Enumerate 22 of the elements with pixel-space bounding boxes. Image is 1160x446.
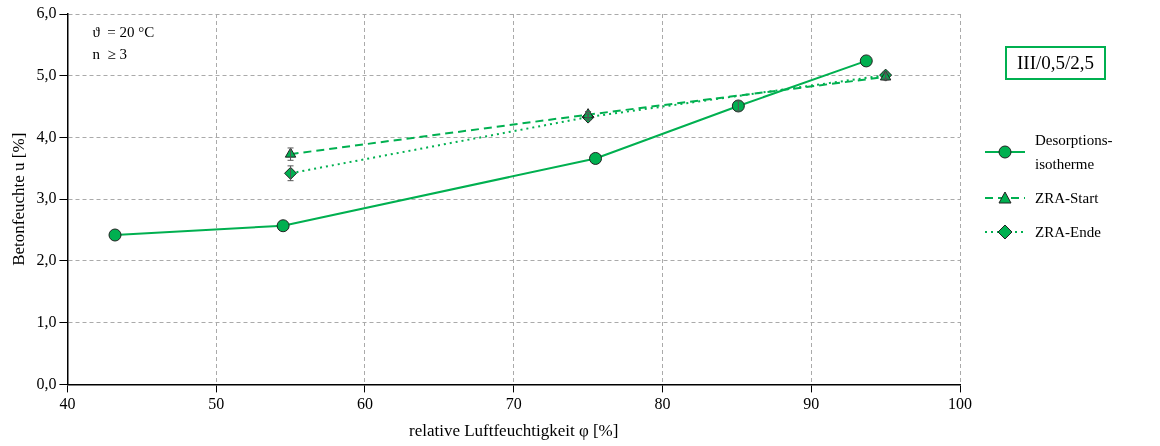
y-tick-label: 2,0 [36,251,57,269]
y-tick-label: 0,0 [36,374,57,392]
x-tick-label: 100 [948,395,972,413]
y-tick-label: 4,0 [36,127,57,145]
y-axis-title: Betonfeuchte u [%] [8,132,28,266]
x-axis-title: relative Luftfeuchtigkeit φ [%] [408,421,619,441]
legend-label: ZRA-Start [1035,189,1099,208]
y-tick-label: 5,0 [36,65,57,83]
legend-label: ZRA-Ende [1035,223,1101,242]
y-tick-label: 6,0 [36,4,57,22]
text: III/0,5/2,5 [1005,46,1107,80]
x-tick-label: 70 [505,395,522,413]
x-tick-label: 50 [208,395,225,413]
x-tick-label: 90 [803,395,820,413]
x-tick-label: 60 [356,395,373,413]
annotation: ϑ = 20 °C [92,24,155,41]
legend-label: Desorptions-isotherme [1035,131,1114,174]
y-tick-label: 1,0 [36,312,57,330]
y-tick-label: 3,0 [36,189,57,207]
x-tick-label: 40 [59,395,76,413]
annotation: n ≥ 3 [92,46,127,63]
x-tick-label: 80 [654,395,671,413]
